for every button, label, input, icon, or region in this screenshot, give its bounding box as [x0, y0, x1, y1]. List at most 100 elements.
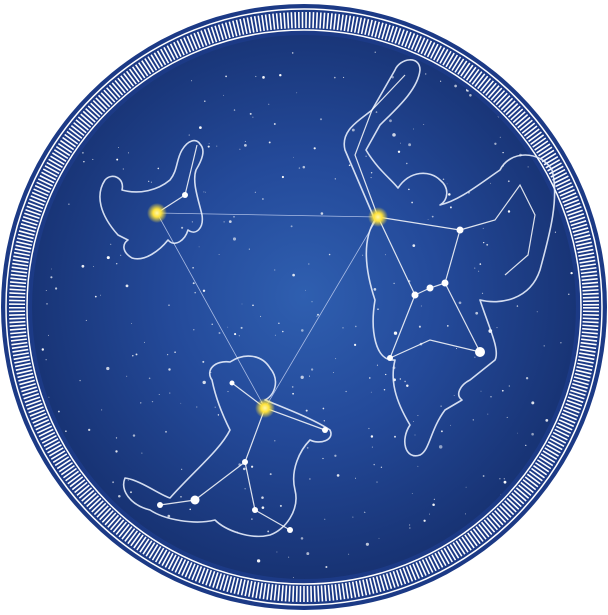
background-star — [204, 100, 206, 102]
rim-line — [5, 8, 603, 606]
background-star — [48, 396, 50, 398]
background-star — [274, 334, 276, 336]
background-star — [169, 392, 171, 394]
background-star — [393, 282, 395, 285]
background-star — [291, 386, 294, 388]
background-star — [218, 254, 220, 256]
rim-ticks — [9, 12, 599, 602]
background-star — [120, 254, 122, 256]
background-star — [409, 524, 411, 526]
background-star — [262, 76, 265, 79]
background-star — [301, 329, 304, 332]
background-star — [281, 175, 284, 179]
background-star — [41, 348, 45, 351]
background-star — [549, 555, 551, 557]
background-star — [158, 393, 160, 395]
background-star — [397, 150, 401, 153]
background-star — [474, 267, 476, 269]
background-star — [223, 221, 225, 223]
hunter-legs — [388, 282, 482, 360]
background-star — [302, 165, 306, 169]
background-star — [116, 158, 119, 161]
background-star — [334, 178, 336, 180]
background-star — [506, 416, 508, 418]
background-star — [37, 66, 40, 69]
background-star — [336, 474, 340, 477]
background-star — [408, 188, 410, 191]
hunter-club — [354, 74, 406, 218]
background-star — [423, 124, 425, 125]
background-star — [320, 118, 322, 121]
background-star — [81, 151, 84, 154]
background-star — [32, 35, 33, 37]
background-star — [240, 326, 243, 329]
dog-large-figure — [123, 355, 332, 538]
background-star — [252, 304, 254, 307]
background-star — [223, 94, 225, 96]
bright-stars — [147, 192, 485, 533]
background-star — [238, 335, 240, 337]
background-star — [474, 356, 476, 358]
dog-small-figure — [99, 139, 204, 260]
background-star — [500, 575, 504, 579]
background-star — [490, 396, 492, 398]
background-star — [373, 288, 377, 291]
background-star — [306, 447, 309, 449]
background-star — [243, 467, 246, 471]
background-star — [181, 468, 183, 470]
background-star — [191, 80, 193, 82]
background-star — [202, 380, 206, 385]
background-star — [353, 343, 357, 347]
background-star — [364, 512, 366, 514]
background-star — [370, 391, 372, 393]
background-star — [80, 96, 82, 97]
background-star — [168, 368, 171, 371]
background-star — [127, 479, 129, 481]
background-star — [418, 325, 421, 328]
background-star — [389, 119, 392, 123]
background-star — [203, 191, 205, 193]
background-star — [374, 51, 376, 53]
background-star — [370, 435, 374, 438]
background-star — [48, 334, 49, 336]
background-star — [469, 94, 472, 97]
background-star — [217, 414, 220, 416]
background-star — [130, 491, 132, 494]
background-star — [348, 164, 351, 167]
background-star — [368, 427, 370, 430]
background-star — [427, 218, 429, 220]
background-star — [54, 486, 57, 489]
background-star — [354, 325, 357, 328]
background-star — [378, 537, 380, 539]
background-star — [448, 193, 451, 196]
background-star — [33, 132, 36, 135]
background-star — [252, 116, 254, 118]
background-star — [93, 266, 94, 267]
background-star — [80, 519, 82, 522]
background-star — [433, 498, 435, 500]
background-star — [503, 478, 505, 480]
background-star — [561, 81, 563, 83]
background-star — [323, 420, 325, 422]
background-star — [244, 488, 246, 490]
background-star — [276, 551, 278, 553]
background-star — [192, 266, 194, 269]
background-star — [261, 506, 265, 510]
white-star — [411, 291, 419, 299]
background-star — [516, 305, 519, 307]
hunter-shoulders — [377, 216, 461, 296]
background-star — [274, 269, 276, 271]
background-star — [45, 289, 47, 292]
background-star — [502, 151, 504, 154]
background-star — [300, 375, 304, 379]
background-star — [122, 168, 124, 170]
background-star — [335, 358, 337, 360]
background-star — [431, 215, 434, 218]
yellow-star — [368, 207, 388, 227]
background-star — [292, 392, 294, 395]
background-star — [322, 407, 325, 410]
background-star — [475, 311, 479, 315]
background-star — [232, 237, 237, 241]
background-star — [547, 563, 548, 565]
